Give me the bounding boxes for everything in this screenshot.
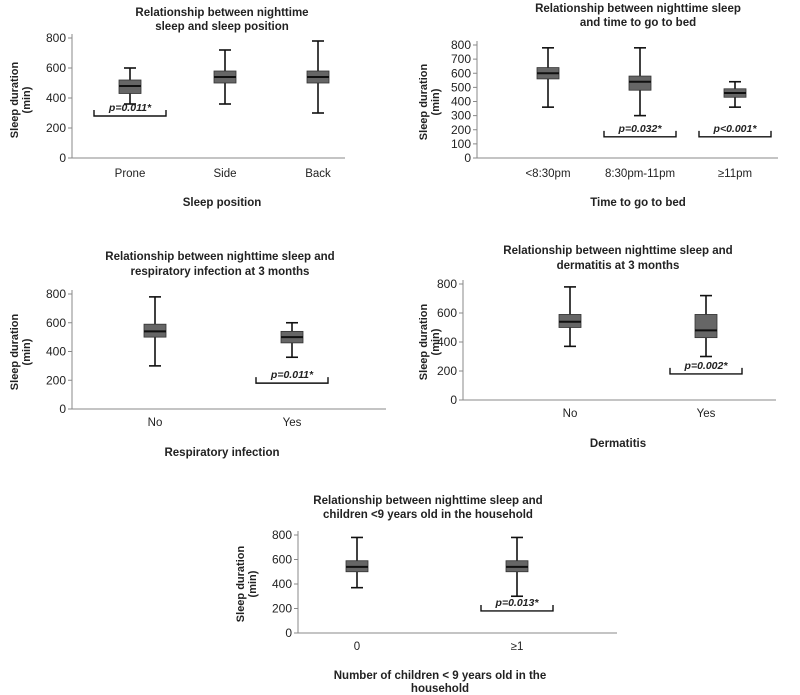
p-value-label: p=0.011* xyxy=(270,369,314,381)
y-axis-label-line: (min) xyxy=(21,338,33,365)
y-tick-label: 600 xyxy=(46,61,66,75)
y-tick-label: 800 xyxy=(437,277,457,291)
x-category-label: Side xyxy=(213,168,236,180)
x-category-label: 8:30pm-11pm xyxy=(605,168,675,180)
x-axis-label: household xyxy=(411,683,469,695)
y-tick-label: 200 xyxy=(46,121,66,135)
chart-title-line: dermatitis at 3 months xyxy=(557,260,680,272)
chart-title-line: and time to go to bed xyxy=(580,17,696,29)
p-value-label: p=0.011* xyxy=(108,102,152,114)
chart-title-line: Relationship between nighttime sleep xyxy=(535,3,741,15)
y-tick-label: 200 xyxy=(451,123,471,137)
chart-title-line: Relationship between nighttime sleep and xyxy=(503,245,732,257)
y-tick-label: 800 xyxy=(46,31,66,45)
x-axis-label: Respiratory infection xyxy=(164,447,279,459)
y-tick-label: 600 xyxy=(46,316,66,330)
p-value-label: p<0.001* xyxy=(713,123,758,135)
y-axis-label: Sleep duration(min) xyxy=(9,314,33,391)
y-tick-label: 800 xyxy=(46,287,66,301)
y-tick-label: 400 xyxy=(437,335,457,349)
y-axis-label: Sleep duration(min) xyxy=(9,62,33,139)
y-tick-label: 600 xyxy=(451,66,471,80)
x-category-label: ≥11pm xyxy=(718,168,752,180)
x-axis-label: Number of children < 9 years old in the xyxy=(334,670,546,682)
x-category-label: <8:30pm xyxy=(525,168,570,180)
chart-panel-3: Relationship between nighttime sleep and… xyxy=(9,251,386,459)
y-tick-label: 0 xyxy=(59,402,66,416)
y-axis-label-line: Sleep duration xyxy=(418,304,430,381)
x-category-label: Yes xyxy=(283,417,302,429)
p-value-label: p=0.032* xyxy=(618,123,663,135)
y-axis-label-line: Sleep duration xyxy=(9,314,21,391)
y-tick-label: 100 xyxy=(451,137,471,151)
x-category-label: No xyxy=(148,417,163,429)
x-category-label: No xyxy=(563,408,578,420)
y-tick-label: 400 xyxy=(451,95,471,109)
y-axis-label: Sleep duration(min) xyxy=(418,64,442,141)
chart-panel-4: Relationship between nighttime sleep and… xyxy=(418,245,776,450)
y-tick-label: 300 xyxy=(451,109,471,123)
chart-title-line: children <9 years old in the household xyxy=(323,509,533,521)
chart-title-line: Relationship between nighttime sleep and xyxy=(105,251,334,263)
significance-bracket xyxy=(603,130,677,138)
y-axis-label-line: Sleep duration xyxy=(235,546,247,623)
y-tick-label: 800 xyxy=(272,528,292,542)
y-tick-label: 800 xyxy=(451,38,471,52)
significance-bracket xyxy=(255,377,329,384)
x-axis-label: Sleep position xyxy=(183,197,262,209)
box-iqr xyxy=(628,75,652,91)
significance-bracket xyxy=(93,110,167,117)
chart-panel-2: Relationship between nighttime sleep and … xyxy=(418,3,778,209)
y-tick-label: 200 xyxy=(46,373,66,387)
y-tick-label: 500 xyxy=(451,80,471,94)
significance-bracket xyxy=(480,604,554,612)
y-tick-label: 0 xyxy=(285,626,292,640)
y-axis-label-line: Sleep duration xyxy=(9,62,21,139)
x-category-label: Back xyxy=(305,168,331,180)
y-tick-label: 600 xyxy=(437,306,457,320)
x-category-label: Yes xyxy=(697,408,716,420)
x-category-label: ≥1 xyxy=(511,641,524,653)
y-tick-label: 200 xyxy=(272,602,292,616)
y-axis-label: Sleep duration(min) xyxy=(235,546,259,623)
p-value-label: p=0.013* xyxy=(495,597,540,609)
x-category-label: Prone xyxy=(115,168,146,180)
box-iqr xyxy=(694,314,718,339)
y-axis-label-line: (min) xyxy=(21,86,33,113)
chart-title-line: Relationship between nighttime sleep and xyxy=(313,495,542,507)
y-axis-label-line: Sleep duration xyxy=(418,64,430,141)
y-tick-label: 400 xyxy=(272,577,292,591)
x-axis-label: Dermatitis xyxy=(590,438,646,450)
chart-title-line: respiratory infection at 3 months xyxy=(131,266,310,278)
chart-title-line: sleep and sleep position xyxy=(155,21,289,33)
y-tick-label: 0 xyxy=(450,393,457,407)
y-axis-label-line: (min) xyxy=(247,570,259,597)
x-axis-label: Time to go to bed xyxy=(590,197,686,209)
y-tick-label: 0 xyxy=(59,151,66,165)
y-tick-label: 400 xyxy=(46,91,66,105)
x-category-label: 0 xyxy=(354,641,360,653)
y-tick-label: 0 xyxy=(464,151,471,165)
chart-panel-5: Relationship between nighttime sleep and… xyxy=(235,495,617,695)
y-tick-label: 600 xyxy=(272,553,292,567)
chart-panel-1: Relationship between nighttime sleep and … xyxy=(9,7,345,209)
chart-title-line: Relationship between nighttime xyxy=(135,7,308,19)
y-tick-label: 700 xyxy=(451,52,471,66)
y-tick-label: 200 xyxy=(437,364,457,378)
p-value-label: p=0.002* xyxy=(684,360,729,372)
significance-bracket xyxy=(698,130,772,138)
y-axis-label: Sleep duration(min) xyxy=(418,304,442,381)
y-tick-label: 400 xyxy=(46,345,66,359)
y-axis-label-line: (min) xyxy=(430,88,442,115)
y-axis-label-line: (min) xyxy=(430,328,442,355)
significance-bracket xyxy=(669,367,743,375)
